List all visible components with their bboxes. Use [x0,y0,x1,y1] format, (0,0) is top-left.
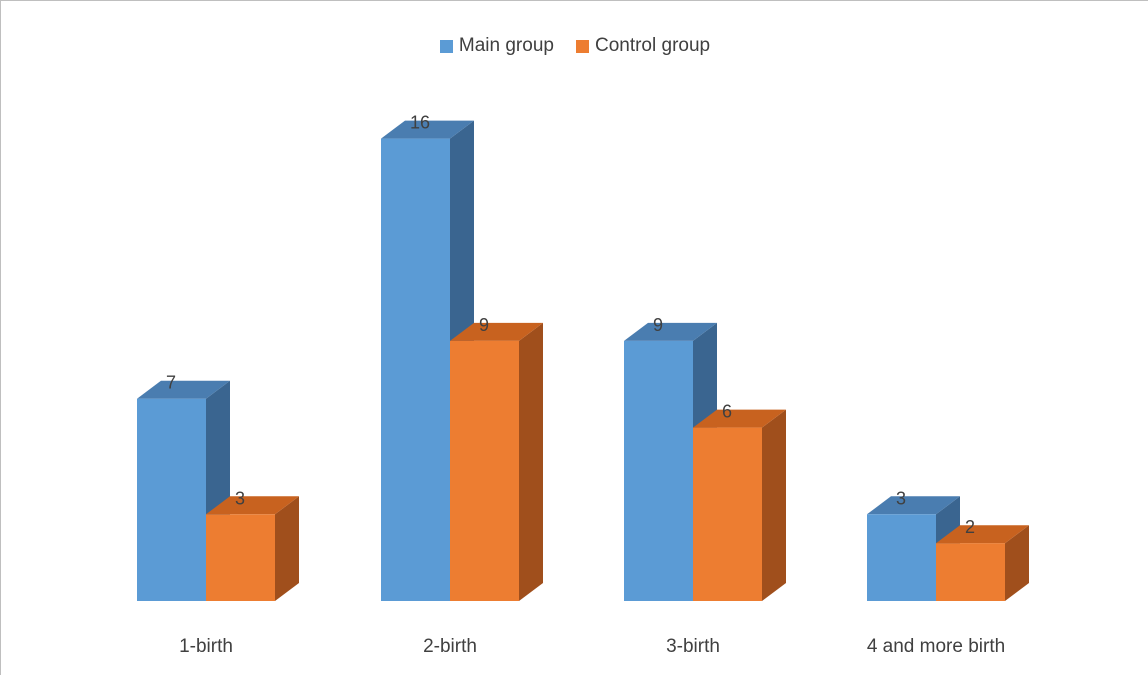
data-label-control-group-0: 3 [235,488,245,508]
bar-main-group-2 [624,340,693,601]
legend-label-main-group: Main group [458,35,554,56]
bar-control-group-2 [693,427,762,601]
bar-side-control-group-2 [762,409,786,601]
bar-top-main-group-3 [867,496,960,515]
bar-control-group-3 [936,543,1005,601]
bar-side-control-group-3 [1005,525,1029,601]
legend-swatch-control-group [575,39,589,53]
legend-swatch-main-group [439,39,453,53]
category-label-3: 4 and more birth [867,636,1005,657]
bar-control-group-1 [450,340,519,601]
bar-top-control-group-0 [206,496,299,515]
data-label-main-group-1: 16 [410,113,430,133]
bar-main-group-0 [137,398,206,601]
data-label-main-group-0: 7 [166,373,176,393]
legend-item-main-group: Main group [439,35,554,57]
bar-top-main-group-1 [381,120,474,139]
data-label-control-group-3: 2 [965,517,975,537]
category-label-1: 2-birth [423,636,477,657]
bar-top-control-group-3 [936,525,1029,544]
bar-side-control-group-1 [519,322,543,601]
category-label-0: 1-birth [179,636,233,657]
data-label-main-group-3: 3 [896,488,906,508]
bar-control-group-0 [206,514,275,601]
data-label-main-group-2: 9 [653,315,663,335]
bar-main-group-3 [867,514,936,601]
bar-top-control-group-2 [693,409,786,428]
bar-top-main-group-0 [137,380,230,399]
data-label-control-group-2: 6 [722,402,732,422]
bar-side-control-group-0 [275,496,299,601]
legend-item-control-group: Control group [575,35,711,57]
bar-main-group-1 [381,138,450,601]
data-label-control-group-1: 9 [479,315,489,335]
category-label-2: 3-birth [666,636,720,657]
bar-top-control-group-1 [450,322,543,341]
legend-label-control-group: Control group [594,35,711,56]
bar-top-main-group-2 [624,322,717,341]
legend: Main group Control group [1,35,1148,57]
